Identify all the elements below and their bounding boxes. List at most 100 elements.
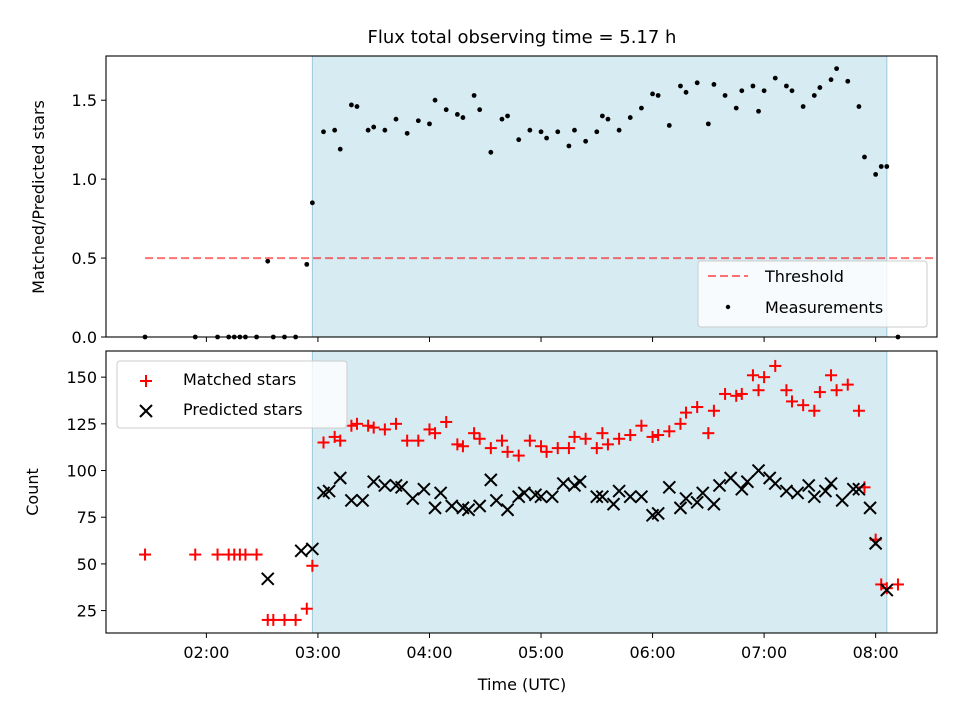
matched-star-marker — [300, 602, 313, 615]
measurement-point — [599, 113, 605, 119]
matched-star-marker — [752, 384, 765, 397]
measurement-point — [666, 123, 672, 128]
predicted-star-marker — [428, 501, 442, 515]
predicted-star-marker — [790, 486, 805, 500]
predicted-star-marker — [863, 501, 877, 515]
measurement-point — [321, 129, 326, 135]
x-tick-label: 06:00 — [630, 643, 676, 662]
predicted-star-marker — [595, 489, 610, 504]
predicted-star-marker — [735, 482, 749, 496]
matched-star-marker — [451, 438, 464, 451]
measurement-point — [365, 127, 371, 133]
matched-star-marker — [540, 445, 553, 458]
matched-star-marker — [674, 417, 687, 430]
measurement-point — [415, 118, 421, 124]
measurement-point — [828, 77, 834, 83]
count-legend: Matched stars Predicted stars — [116, 360, 348, 429]
predicted-star-marker — [623, 489, 637, 504]
predicted-star-marker — [868, 536, 883, 551]
measurement-point — [856, 104, 862, 109]
predicted-star-marker — [852, 482, 866, 496]
legend-measurement-swatch — [725, 304, 731, 310]
ratio-panel: 0.0 0.5 1.0 1.5 Matched/Predicted stars Thr… — [29, 55, 938, 347]
legend-predicted-label: Predicted stars — [183, 400, 303, 419]
measurement-point — [555, 129, 561, 135]
matched-star-marker — [378, 423, 391, 436]
x-tick-label: 08:00 — [853, 643, 899, 662]
measurement-point — [538, 129, 544, 135]
measurement-point — [477, 107, 483, 113]
y-tick-label: 100 — [66, 462, 97, 481]
measurement-point — [460, 115, 466, 120]
matched-star-marker — [601, 438, 614, 451]
predicted-star-marker — [679, 491, 693, 506]
measurement-point — [789, 88, 795, 94]
matched-star-marker — [808, 404, 821, 417]
legend-matched-swatch — [140, 375, 152, 387]
predicted-star-marker — [333, 471, 347, 485]
predicted-star-marker — [394, 480, 409, 495]
chart-title: Flux total observing time = 5.17 h — [368, 27, 677, 48]
predicted-star-marker — [846, 482, 861, 496]
measurement-point — [627, 115, 633, 120]
measurement-point — [722, 93, 728, 98]
matched-star-marker — [334, 434, 347, 447]
y-tick-label: 1.5 — [72, 91, 97, 110]
matched-star-marker — [635, 419, 648, 432]
measurement-point — [733, 105, 739, 111]
matched-star-marker — [891, 578, 904, 591]
measurement-point — [382, 127, 388, 133]
matched-star-marker — [267, 613, 280, 626]
predicted-star-marker — [378, 478, 392, 493]
predicted-star-marker — [545, 489, 559, 504]
matched-star-marker — [730, 389, 743, 402]
y-tick-label: 1.0 — [72, 170, 97, 189]
predicted-star-marker — [751, 463, 766, 478]
matched-star-marker — [512, 449, 525, 462]
measurement-point — [605, 116, 611, 122]
observing-window-bottom — [311, 350, 888, 634]
matched-star-marker — [769, 359, 782, 372]
matched-star-marker — [758, 371, 771, 384]
measurement-point — [516, 137, 522, 143]
predicted-star-marker — [612, 484, 626, 498]
predicted-star-marker — [590, 489, 604, 504]
matched-star-marker — [350, 417, 363, 430]
matched-star-marker — [211, 548, 224, 561]
measurement-point — [583, 138, 589, 144]
y-tick-label: 25 — [77, 602, 97, 621]
measurement-point — [761, 88, 767, 94]
matched-star-marker — [719, 387, 732, 400]
matched-star-marker — [306, 559, 319, 572]
predicted-star-marker — [322, 484, 336, 498]
predicted-star-marker — [707, 497, 721, 511]
predicted-star-marker — [517, 486, 531, 500]
matched-star-marker — [535, 440, 548, 453]
matched-star-marker — [429, 427, 442, 440]
measurement-point — [705, 121, 711, 127]
matched-star-marker — [317, 436, 330, 449]
matched-star-marker — [702, 427, 715, 440]
predicted-star-marker — [835, 493, 849, 508]
matched-star-marker — [813, 386, 826, 399]
predicted-star-marker — [489, 493, 504, 508]
x-tick-label: 04:00 — [406, 643, 452, 662]
measurement-point — [834, 66, 840, 72]
matched-star-marker — [568, 430, 581, 443]
matched-star-marker — [579, 432, 592, 445]
y-tick-label: 150 — [66, 368, 97, 387]
ratio-plot-frame — [105, 55, 938, 338]
matched-star-marker — [841, 378, 854, 391]
measurement-point — [650, 91, 655, 97]
matched-star-marker — [780, 384, 793, 397]
ratio-legend: Threshold Measurements — [697, 260, 928, 328]
x-axis-label: Time (UTC) — [477, 675, 566, 694]
predicted-star-marker — [261, 572, 275, 586]
predicted-star-marker — [534, 489, 548, 504]
measurement-point — [683, 89, 689, 95]
predicted-star-marker — [366, 475, 381, 489]
measurement-point — [678, 83, 683, 89]
y-tick-label: 0.5 — [72, 249, 97, 268]
measurement-point — [265, 258, 271, 264]
